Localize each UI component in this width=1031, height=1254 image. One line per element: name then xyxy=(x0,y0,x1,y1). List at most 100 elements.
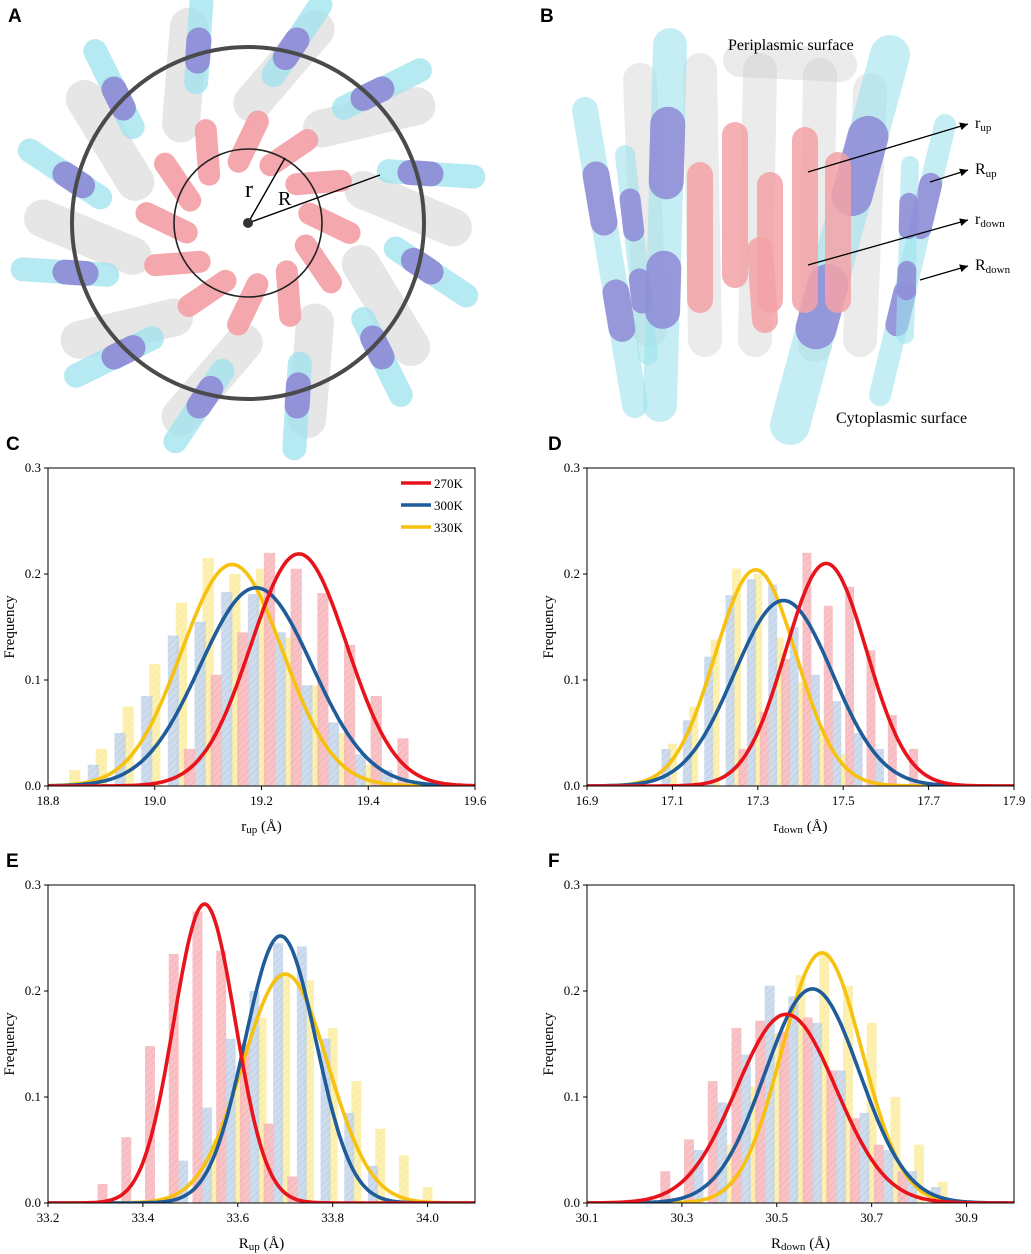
annotation-arrow xyxy=(919,265,969,281)
pink-helix xyxy=(275,260,302,327)
pink-helix xyxy=(135,202,198,244)
x-tick-label: 17.7 xyxy=(917,793,940,808)
bar-300k xyxy=(746,579,756,786)
bar-330k xyxy=(309,685,321,786)
bar-270k xyxy=(684,1139,694,1203)
curve-270k xyxy=(48,902,475,1203)
cyan-helix xyxy=(572,97,648,418)
panel-label: D xyxy=(548,434,562,455)
x-tick-label: 16.9 xyxy=(576,793,599,808)
panel-b: B Periplasmic surface Cytoplasmic surfac… xyxy=(540,6,1011,445)
x-tick-label: 30.9 xyxy=(955,1210,978,1225)
bar-330k xyxy=(866,1022,877,1203)
x-axis-label-main: r xyxy=(773,819,778,835)
panel-label: E xyxy=(6,851,19,872)
radius-r-label: r xyxy=(245,177,253,203)
bar-330k xyxy=(256,1017,267,1203)
purple-helix-segment xyxy=(185,27,212,74)
bar-300k xyxy=(832,701,842,786)
periplasmic-label: Periplasmic surface xyxy=(728,37,854,54)
gray-helix xyxy=(344,171,472,247)
bar-300k xyxy=(693,1150,704,1203)
x-tick-label: 30.3 xyxy=(671,1210,694,1225)
bar-330k xyxy=(303,980,314,1203)
curve-300k xyxy=(587,598,1014,786)
bar-330k xyxy=(667,743,677,786)
annotation-label: rup xyxy=(975,115,992,134)
bar-300k xyxy=(789,627,799,786)
bar-330k xyxy=(229,574,241,786)
axes-frame xyxy=(586,884,1015,1204)
y-tick-label: 0.2 xyxy=(25,983,41,998)
bar-300k xyxy=(853,733,863,786)
panel-a-helices xyxy=(10,0,486,461)
cyan-helix xyxy=(896,156,919,344)
y-tick-label: 0.3 xyxy=(25,460,41,475)
pink-helix xyxy=(144,250,211,277)
radius-R-line xyxy=(247,174,381,224)
bar-300k xyxy=(859,1112,870,1203)
purple-helix-segment xyxy=(908,172,943,240)
bar-270k xyxy=(778,1031,789,1203)
x-tick-label: 30.1 xyxy=(576,1210,599,1225)
bar-330k xyxy=(842,985,853,1203)
annotation-label-sub: down xyxy=(986,264,1011,276)
annotation-label-main: r xyxy=(975,115,981,132)
purple-helix-segment xyxy=(284,372,311,419)
annotation-label: Rdown xyxy=(975,257,1011,276)
bar-330k xyxy=(282,637,294,786)
y-tick-label: 0.0 xyxy=(25,778,41,793)
pink-helix xyxy=(227,110,269,173)
x-axis-label-unit: (Å) xyxy=(803,819,828,835)
bar-270k xyxy=(192,911,203,1203)
gray-helix xyxy=(341,245,431,367)
arrow-head xyxy=(959,122,968,131)
bar-270k xyxy=(866,650,876,786)
bar-270k xyxy=(97,1183,108,1203)
bar-330k xyxy=(753,574,763,786)
radius-r-line xyxy=(247,157,286,224)
purple-helix-segment xyxy=(101,335,146,370)
gray-helix xyxy=(24,199,152,275)
x-tick-label: 30.7 xyxy=(860,1210,883,1225)
purple-helix-segment xyxy=(619,188,645,242)
bar-330k xyxy=(689,706,699,786)
legend-label-330k: 330K xyxy=(434,520,464,535)
arrow-head xyxy=(959,264,968,273)
purple-helix-segment xyxy=(645,250,682,329)
bar-330k xyxy=(796,682,805,786)
bar-270k xyxy=(873,1144,884,1203)
plot-area xyxy=(587,950,1014,1203)
bar-330k xyxy=(375,1128,386,1203)
bar-270k xyxy=(802,552,812,786)
x-tick-label: 34.0 xyxy=(416,1210,439,1225)
bar-270k xyxy=(802,1017,813,1203)
bar-300k xyxy=(875,748,884,786)
bar-270k xyxy=(845,586,855,786)
bar-330k xyxy=(819,951,830,1203)
annotation-label-sub: down xyxy=(980,218,1005,230)
purple-helix-segment xyxy=(628,268,653,314)
bar-330k xyxy=(771,1033,782,1203)
y-axis-label: Frequency xyxy=(2,1012,18,1076)
x-axis-label-sub: down xyxy=(778,824,803,836)
bar-300k xyxy=(114,733,126,786)
x-axis-label-sub: down xyxy=(781,1241,806,1253)
bar-300k xyxy=(320,1038,331,1203)
x-tick-label: 18.8 xyxy=(37,793,60,808)
y-tick-label: 0.2 xyxy=(25,566,41,581)
bar-330k xyxy=(69,770,81,786)
bar-270k xyxy=(121,1137,132,1203)
chart-panel-d: D 16.9 17.1 17.3 17.5 17.7 17.9 0.0 0.1 0.2 0.3 Fre… xyxy=(541,434,1025,836)
purple-helix-segment xyxy=(272,27,310,71)
x-tick-label: 33.2 xyxy=(37,1210,60,1225)
bar-270k xyxy=(738,748,748,786)
bar-300k xyxy=(141,695,153,786)
bar-270k xyxy=(755,1020,766,1203)
bar-330k xyxy=(937,1181,948,1203)
bar-270k xyxy=(759,711,769,786)
outer-circle xyxy=(70,45,426,401)
annotation-arrow xyxy=(807,219,969,266)
